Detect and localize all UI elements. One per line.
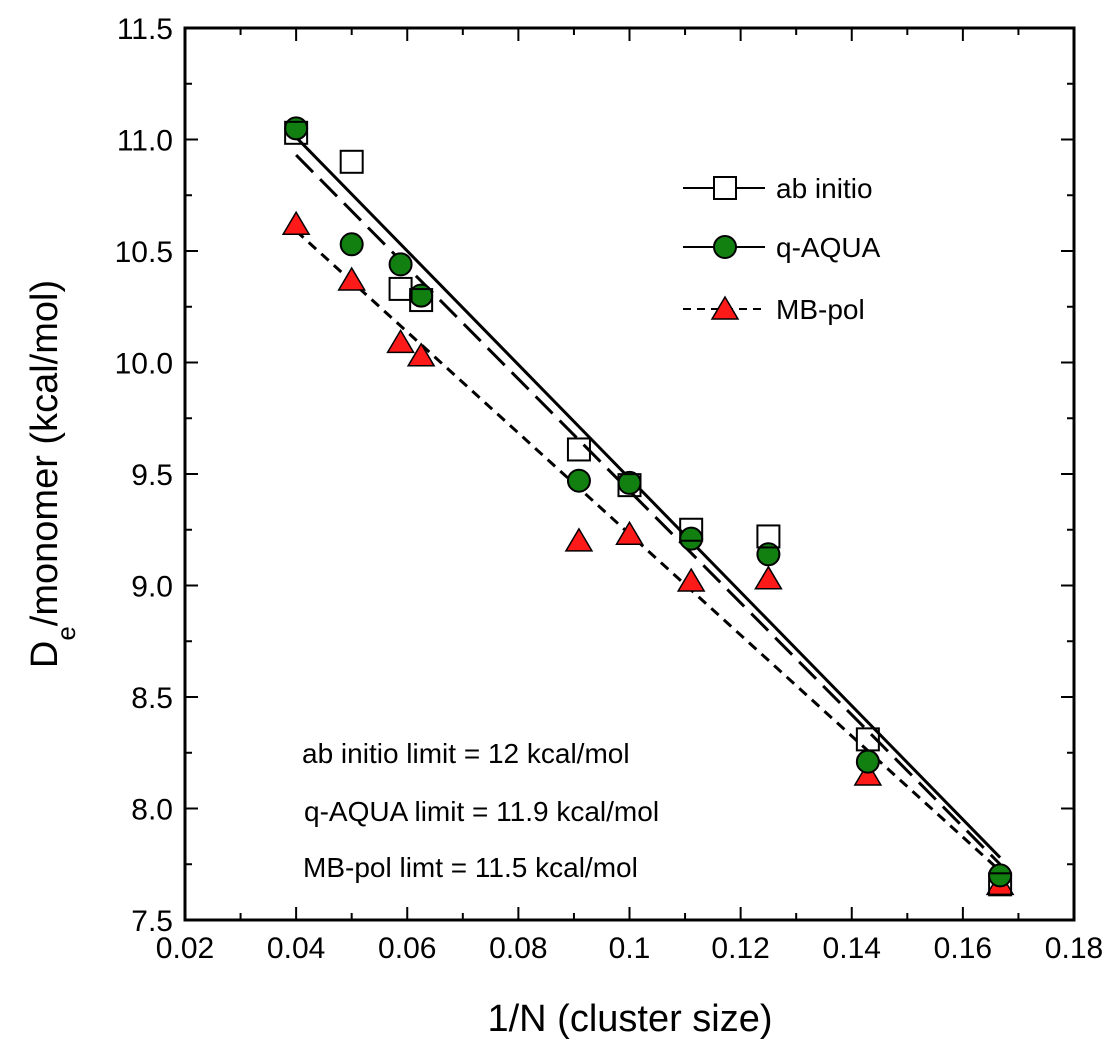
data-point-mb-pol bbox=[615, 520, 644, 545]
y-axis-title-sub: e bbox=[51, 626, 81, 640]
y-tick-label: 10.0 bbox=[115, 348, 173, 381]
y-tick-label: 9.0 bbox=[131, 571, 173, 604]
x-tick-label: 0.14 bbox=[823, 932, 881, 965]
legend: ab initio q-AQUA MB-pol bbox=[683, 173, 881, 325]
data-point-q-aqua bbox=[388, 252, 413, 277]
legend-marker-triangle bbox=[710, 295, 740, 320]
legend-label-q-aqua: q-AQUA bbox=[776, 232, 881, 263]
x-axis-title: 1/N (cluster size) bbox=[487, 998, 772, 1040]
x-tick-label: 0.02 bbox=[156, 932, 214, 965]
data-point-mb-pol bbox=[853, 761, 883, 786]
data-point-mb-pol bbox=[676, 567, 706, 592]
annotation-q-aqua-limit: q-AQUA limit = 11.9 kcal/mol bbox=[304, 796, 659, 827]
x-tick-label: 0.08 bbox=[489, 932, 547, 965]
legend-marker-circle bbox=[713, 235, 737, 259]
data-point-ab-initio bbox=[388, 276, 413, 301]
markers bbox=[281, 116, 1015, 897]
data-point-ab-initio bbox=[339, 149, 364, 174]
annotation-ab-initio-limit: ab initio limit = 12 kcal/mol bbox=[302, 738, 630, 769]
x-tick-label: 0.04 bbox=[267, 932, 325, 965]
fit-line-mb-pol bbox=[295, 229, 1002, 873]
legend-marker-square bbox=[713, 176, 737, 200]
data-point-q-aqua bbox=[339, 232, 364, 257]
annotation-mb-pol-limit: MB-pol limt = 11.5 kcal/mol bbox=[303, 852, 638, 883]
y-axis-title: De/monomer (kcal/mol) bbox=[24, 280, 81, 668]
legend-label-ab-initio: ab initio bbox=[776, 173, 873, 204]
data-point-mb-pol bbox=[754, 565, 783, 590]
y-tick-label: 8.5 bbox=[131, 682, 173, 715]
data-point-mb-pol bbox=[337, 266, 367, 291]
data-point-q-aqua bbox=[855, 749, 880, 774]
y-tick-label: 7.5 bbox=[131, 905, 173, 938]
data-point-q-aqua bbox=[566, 468, 591, 493]
data-point-mb-pol bbox=[406, 342, 436, 367]
y-tick-label: 11.0 bbox=[117, 125, 173, 158]
x-tick-label: 0.18 bbox=[1045, 932, 1103, 965]
data-point-q-aqua bbox=[756, 542, 781, 567]
data-point-ab-initio bbox=[756, 524, 781, 549]
data-point-ab-initio bbox=[988, 872, 1013, 897]
y-axis-title-main: D bbox=[24, 641, 66, 668]
data-point-ab-initio bbox=[855, 727, 880, 752]
data-point-mb-pol bbox=[564, 527, 594, 552]
legend-item-mb-pol: MB-pol bbox=[683, 294, 865, 325]
x-tick-label: 0.16 bbox=[934, 932, 992, 965]
y-tick-label: 11.5 bbox=[117, 13, 173, 46]
ticks: 0.02 0.04 0.06 0.08 0.1 0.12 0.14 0.16 0.18 7.5 8.… bbox=[115, 13, 1104, 965]
data-point-ab-initio bbox=[409, 288, 434, 313]
y-tick-label: 10.5 bbox=[115, 236, 173, 269]
data-point-mb-pol bbox=[281, 210, 311, 235]
fit-line-ab-initio bbox=[295, 136, 1002, 859]
svg-text:De/monomer (kcal/mol): De/monomer (kcal/mol) bbox=[24, 280, 81, 668]
y-tick-label: 8.0 bbox=[131, 794, 173, 827]
legend-item-q-aqua: q-AQUA bbox=[683, 232, 881, 263]
x-tick-label: 0.1 bbox=[609, 932, 651, 965]
fit-line-q-aqua bbox=[295, 154, 1002, 866]
legend-label-mb-pol: MB-pol bbox=[776, 294, 865, 325]
data-point-ab-initio bbox=[617, 473, 642, 498]
data-point-mb-pol bbox=[386, 328, 415, 354]
x-tick-label: 0.12 bbox=[711, 932, 769, 965]
y-tick-label: 9.5 bbox=[131, 459, 173, 492]
data-point-ab-initio bbox=[679, 517, 704, 542]
x-tick-label: 0.06 bbox=[378, 932, 436, 965]
data-point-ab-initio bbox=[566, 437, 591, 462]
legend-item-ab-initio: ab initio bbox=[683, 173, 873, 204]
fit-lines bbox=[295, 136, 1002, 873]
data-point-ab-initio bbox=[284, 120, 309, 145]
y-axis-title-rest: /monomer (kcal/mol) bbox=[24, 280, 66, 626]
